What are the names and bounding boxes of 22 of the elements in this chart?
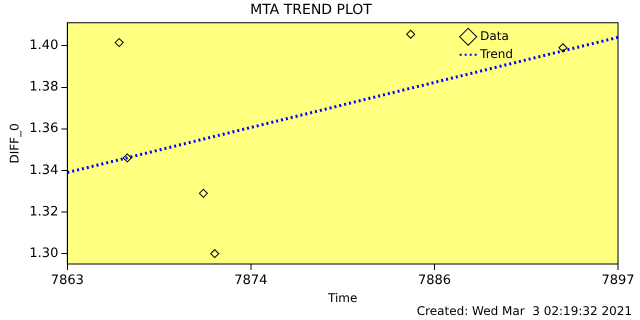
point <box>122 153 132 162</box>
y-tick-label: 1.40 <box>29 38 58 54</box>
point <box>406 30 416 39</box>
y-tick-label: 1.34 <box>29 162 58 178</box>
text: Created: Wed Mar 3 02:19:32 2021 <box>416 304 632 318</box>
point <box>210 249 220 258</box>
x-tick-label: 7886 <box>418 273 452 288</box>
point <box>114 38 124 48</box>
y-tick-label: 1.32 <box>29 204 58 220</box>
y-tick-label: 1.36 <box>29 121 58 136</box>
y-axis-title: DIFF_0 <box>7 123 22 164</box>
y-tick-label: 1.30 <box>29 246 58 261</box>
chart-title: MTA TREND PLOT <box>250 2 372 18</box>
x-axis-title: Time <box>326 290 358 305</box>
x-tick-label: 7897 <box>601 273 635 288</box>
point <box>198 188 208 198</box>
legend-label: Trend <box>479 46 513 61</box>
legend-label: Data <box>480 28 509 43</box>
point <box>558 43 568 52</box>
x-tick-label: 7863 <box>50 273 84 288</box>
y-tick-label: 1.38 <box>29 80 58 95</box>
x-tick-label: 7874 <box>234 273 268 288</box>
